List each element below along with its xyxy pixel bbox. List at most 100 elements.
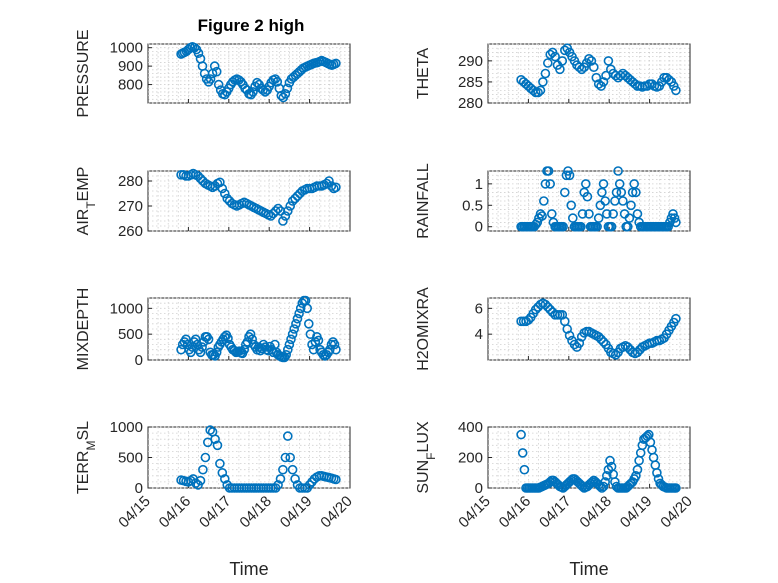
data-point bbox=[284, 339, 295, 350]
data-point bbox=[563, 166, 573, 176]
data-point bbox=[540, 68, 551, 79]
data-point bbox=[205, 425, 215, 435]
y-tick-label: 500 bbox=[118, 450, 143, 467]
data-point bbox=[193, 171, 203, 181]
y-tick-label: 1000 bbox=[110, 419, 143, 436]
data-point bbox=[605, 455, 615, 466]
data-point bbox=[282, 431, 293, 441]
data-point bbox=[600, 196, 611, 206]
data-point bbox=[331, 58, 341, 69]
y-axis-label: H2OMIXRA bbox=[415, 287, 432, 371]
y-tick-label: 0 bbox=[135, 480, 143, 497]
data-point bbox=[540, 179, 551, 189]
data-point bbox=[282, 206, 293, 216]
data-point bbox=[540, 299, 551, 310]
data-point bbox=[278, 216, 288, 226]
data-point bbox=[239, 344, 249, 355]
data-point bbox=[286, 334, 296, 345]
y-axis-label: THETA bbox=[415, 48, 432, 100]
data-point bbox=[213, 79, 224, 90]
subplot-8: 0 200 400 SUNFLUX 04/15 04/16 04/17 04/18 04/19 0… bbox=[415, 419, 696, 579]
data-point bbox=[671, 313, 681, 324]
data-point bbox=[222, 193, 232, 204]
data-point bbox=[517, 448, 528, 458]
data-point bbox=[545, 304, 556, 315]
subplot-3: 260 270 280 AIRTEMP bbox=[75, 167, 351, 240]
subplot-5: 0 500 1000 MIXDEPTH bbox=[75, 288, 351, 371]
data-point bbox=[537, 211, 547, 221]
data-point bbox=[577, 209, 588, 219]
data-point bbox=[618, 196, 628, 206]
data-point bbox=[557, 56, 568, 66]
y-tick-label: 260 bbox=[118, 223, 143, 240]
data-point bbox=[591, 72, 602, 83]
data-point bbox=[285, 452, 296, 463]
data-point bbox=[669, 213, 680, 223]
y-tick-label: 6 bbox=[475, 300, 483, 317]
data-point bbox=[217, 467, 228, 478]
data-point bbox=[247, 334, 257, 345]
y-tick-label: 4 bbox=[475, 326, 483, 343]
data-point bbox=[535, 85, 546, 96]
data-point bbox=[671, 217, 681, 228]
data-point bbox=[287, 464, 298, 475]
y-tick-label: 280 bbox=[458, 95, 483, 112]
data-point bbox=[519, 464, 530, 475]
y-axis-label: PRESSURE bbox=[75, 29, 92, 117]
x-tick-label: 04/18 bbox=[236, 493, 275, 532]
y-tick-label: 280 bbox=[118, 173, 143, 190]
data-point bbox=[303, 318, 314, 329]
data-point bbox=[610, 349, 621, 360]
data-point bbox=[290, 474, 300, 484]
data-point bbox=[603, 56, 614, 66]
data-point bbox=[523, 315, 534, 325]
data-point bbox=[663, 221, 674, 232]
data-point bbox=[631, 470, 641, 481]
x-tick-label: 04/16 bbox=[156, 493, 195, 532]
data-point bbox=[586, 56, 597, 66]
data-point bbox=[223, 333, 233, 344]
data-point bbox=[198, 464, 208, 475]
x-tick-label: 04/16 bbox=[496, 493, 535, 532]
data-point bbox=[550, 51, 560, 62]
data-point bbox=[601, 470, 612, 481]
y-tick-label: 285 bbox=[458, 74, 483, 91]
data-point bbox=[593, 331, 604, 342]
data-point bbox=[535, 209, 546, 219]
data-point bbox=[270, 206, 281, 216]
data-point bbox=[584, 209, 594, 219]
data-point bbox=[588, 62, 599, 72]
y-tick-label: 0 bbox=[475, 480, 483, 497]
y-tick-label: 400 bbox=[458, 419, 483, 436]
data-point bbox=[280, 452, 291, 463]
data-point bbox=[538, 196, 549, 206]
subplot-7: 0 500 1000 TERRMSL 04/15 04/16 04/17 04/18 04/19… bbox=[75, 419, 356, 579]
data-point bbox=[282, 344, 293, 355]
x-tick-label: 04/20 bbox=[317, 493, 356, 532]
data-point bbox=[287, 196, 298, 206]
data-point bbox=[200, 452, 211, 463]
data-point bbox=[631, 187, 641, 198]
y-axis-label: MIXDEPTH bbox=[75, 288, 92, 371]
data-point bbox=[220, 474, 230, 484]
data-point bbox=[302, 303, 313, 314]
data-point bbox=[273, 480, 283, 490]
data-point bbox=[331, 344, 341, 355]
data-point bbox=[193, 48, 204, 59]
data-point bbox=[289, 324, 300, 334]
subplot-6: 4 6 H2OMIXRA bbox=[415, 287, 691, 371]
x-axis-label: Time bbox=[569, 559, 608, 579]
data-point bbox=[668, 209, 678, 219]
data-point bbox=[671, 85, 681, 96]
data-point bbox=[601, 209, 612, 219]
y-tick-label: 800 bbox=[118, 77, 143, 94]
data-point bbox=[545, 179, 556, 189]
data-point bbox=[538, 77, 548, 87]
data-point bbox=[324, 344, 335, 355]
data-point bbox=[190, 334, 201, 345]
data-point bbox=[280, 89, 291, 99]
data-point bbox=[287, 329, 298, 340]
y-tick-label: 0 bbox=[475, 219, 483, 236]
y-tick-label: 1000 bbox=[110, 300, 143, 317]
